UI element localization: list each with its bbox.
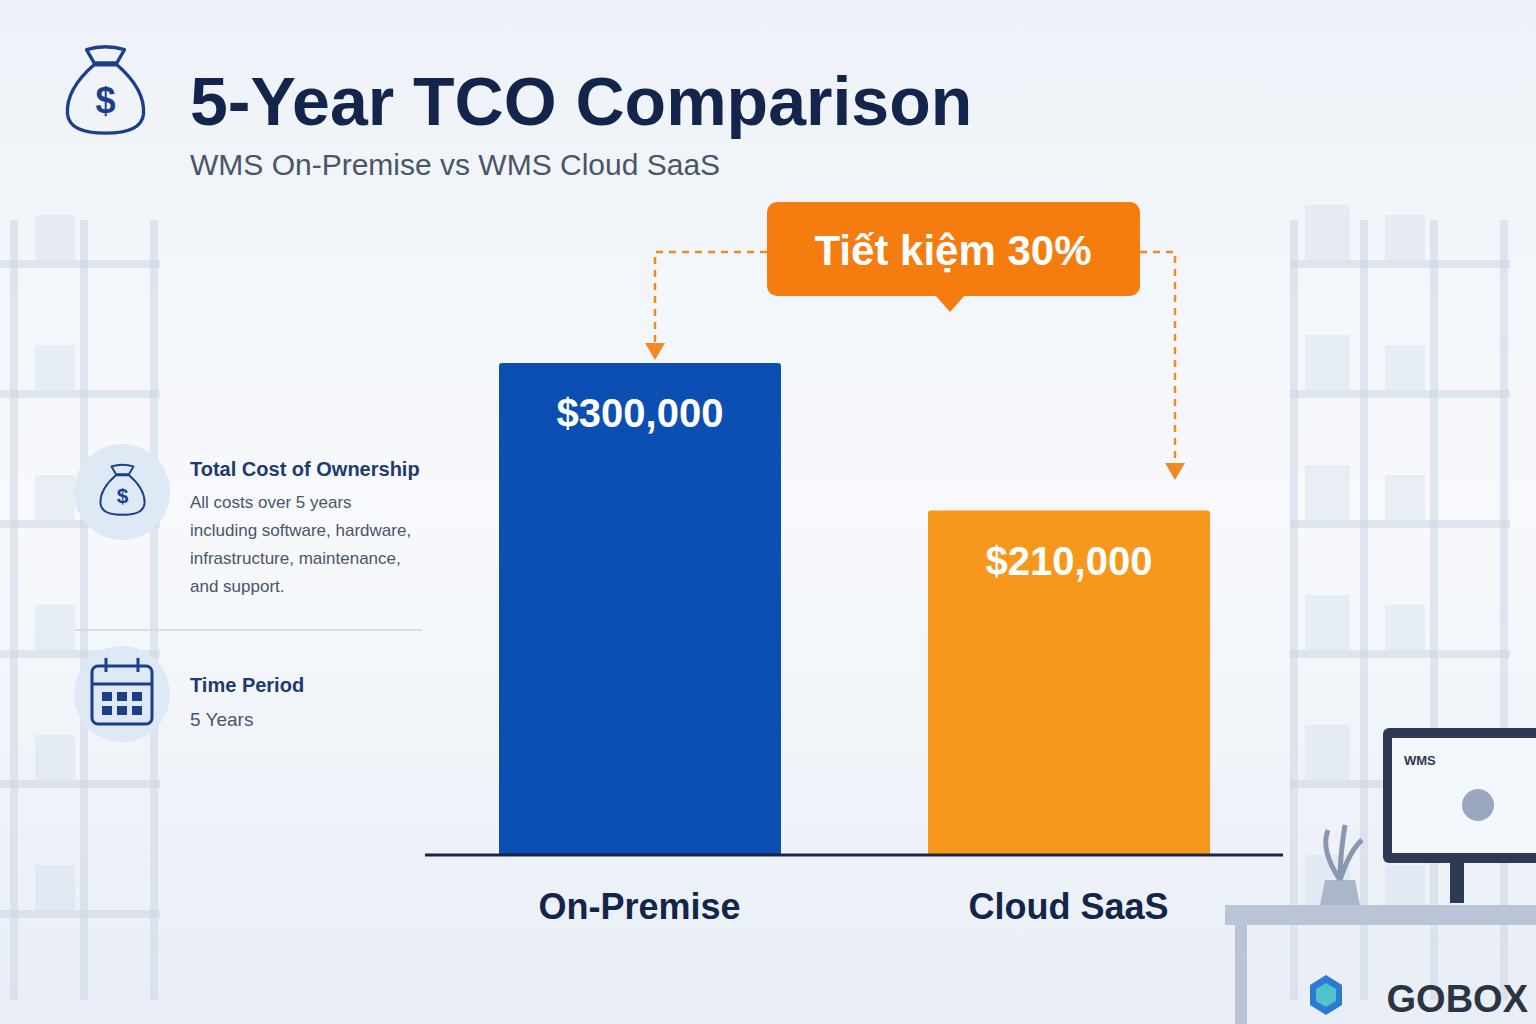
svg-text:GOBOX: GOBOX xyxy=(1387,978,1529,1020)
svg-text:WMS On-Premise vs WMS Cloud Sa: WMS On-Premise vs WMS Cloud SaaS xyxy=(190,148,720,181)
svg-text:Tiết kiệm 30%: Tiết kiệm 30% xyxy=(814,227,1091,274)
svg-text:$300,000: $300,000 xyxy=(557,391,724,435)
svg-text:$: $ xyxy=(117,484,129,507)
svg-text:and support.: and support. xyxy=(190,577,285,596)
svg-text:including software, hardware,: including software, hardware, xyxy=(190,521,411,540)
svg-text:Total Cost of Ownership: Total Cost of Ownership xyxy=(190,458,420,480)
svg-text:5-Year TCO Comparison: 5-Year TCO Comparison xyxy=(190,63,972,139)
svg-text:Time Period: Time Period xyxy=(190,674,304,696)
svg-text:WMS: WMS xyxy=(1404,753,1436,768)
svg-text:Cloud SaaS: Cloud SaaS xyxy=(968,886,1168,927)
svg-text:infrastructure, maintenance,: infrastructure, maintenance, xyxy=(190,549,401,568)
svg-text:On-Premise: On-Premise xyxy=(538,886,740,927)
svg-text:All costs over 5 years: All costs over 5 years xyxy=(190,493,352,512)
svg-text:$210,000: $210,000 xyxy=(986,539,1153,583)
svg-text:5 Years: 5 Years xyxy=(190,709,253,730)
svg-text:$: $ xyxy=(95,80,115,121)
